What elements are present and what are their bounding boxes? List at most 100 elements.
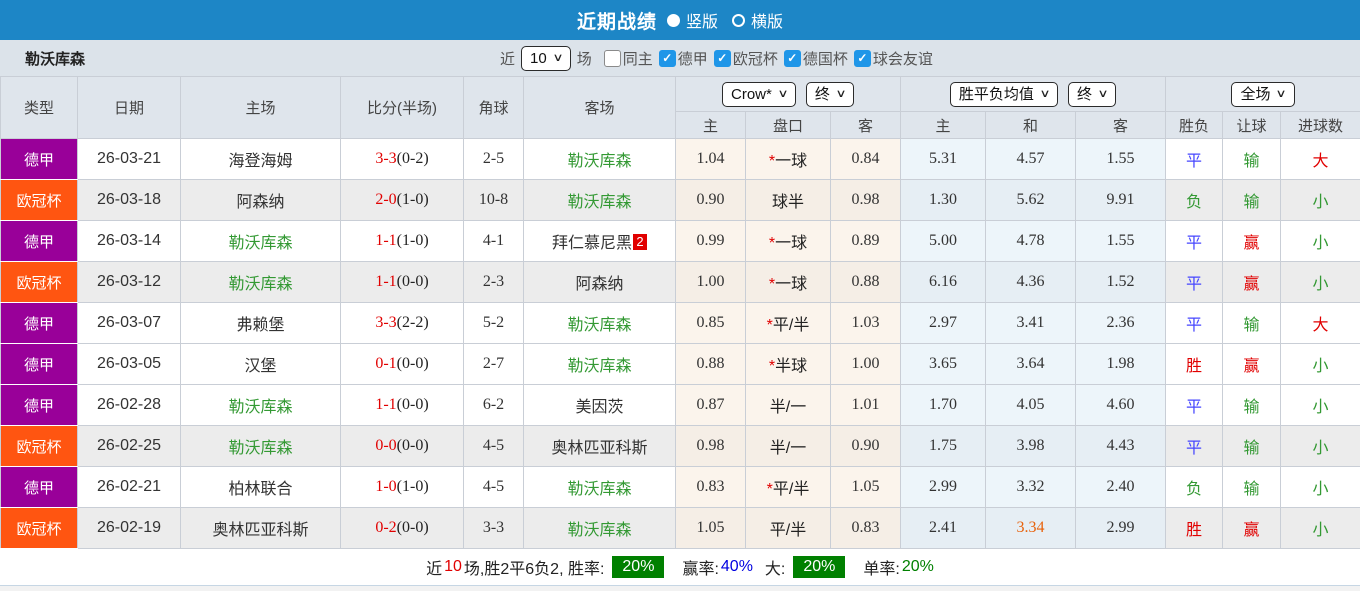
filter-checkbox[interactable]: 同主 [603, 48, 653, 69]
score-fulltime: 1-1 [375, 396, 397, 413]
cell-outcome: 平 [1165, 302, 1223, 344]
checkbox-label: 德甲 [677, 50, 708, 68]
away-team-name: 勒沃库森 [567, 522, 632, 539]
col-header-date: 日期 [77, 76, 181, 139]
handicap-text: 平/半 [769, 522, 807, 539]
cell-type: 欧冠杯 [0, 179, 78, 221]
filter-checkbox[interactable]: ✓ 德甲 [658, 48, 708, 69]
select-value: 胜平负均值 [958, 85, 1034, 103]
handicap-text: 平/半 [772, 481, 810, 498]
cell-goals-result: 小 [1280, 425, 1360, 467]
cell-away-team: 勒沃库森 [523, 507, 676, 549]
cell-avg-draw: 5.62 [985, 179, 1076, 221]
cell-score: 3-3(2-2) [340, 302, 464, 344]
handicap-text: 半球 [775, 358, 808, 375]
away-team-name: 勒沃库森 [567, 317, 632, 334]
cell-avg-draw: 3.64 [985, 343, 1076, 385]
cell-odds-home: 0.88 [675, 343, 746, 385]
checkbox-icon[interactable]: ✓ [853, 49, 871, 67]
cell-outcome: 负 [1165, 466, 1223, 508]
scope-select[interactable]: 全场 ∨ [1231, 81, 1295, 107]
sub-header-handicap: 盘口 [745, 111, 831, 139]
cell-avg-away: 2.36 [1075, 302, 1166, 344]
cell-type: 欧冠杯 [0, 425, 78, 467]
cell-away-team: 阿森纳 [523, 261, 676, 303]
col-header-home: 主场 [180, 76, 341, 139]
checkbox-icon[interactable]: ✓ [658, 49, 676, 67]
score-halftime: (0-0) [396, 396, 429, 413]
cell-avg-home: 3.65 [900, 343, 986, 385]
cell-avg-draw: 4.36 [985, 261, 1076, 303]
cell-outcome: 平 [1165, 261, 1223, 303]
cell-avg-away: 1.55 [1075, 138, 1166, 180]
away-team-name: 阿森纳 [575, 276, 624, 293]
cell-date: 26-03-21 [77, 138, 181, 180]
cell-date: 26-02-19 [77, 507, 181, 549]
filter-checkbox[interactable]: ✓ 欧冠杯 [713, 48, 778, 69]
version-radio[interactable]: 竖版 [666, 8, 718, 32]
games-count-select[interactable]: 10 ∨ [521, 45, 571, 71]
star-icon: * [768, 153, 776, 170]
table-row: 德甲 26-03-21 海登海姆 3-3(0-2) 2-5 勒沃库森 1.04 *一球 0.84… [0, 138, 1360, 180]
score-fulltime: 3-3 [375, 150, 397, 167]
cell-score: 1-1(0-0) [340, 384, 464, 426]
radio-icon[interactable] [732, 13, 745, 27]
cell-home-team: 汉堡 [180, 343, 341, 385]
cell-odds-away: 1.00 [830, 343, 901, 385]
cell-outcome: 负 [1165, 179, 1223, 221]
table-row: 德甲 26-03-07 弗赖堡 3-3(2-2) 5-2 勒沃库森 0.85 *平/半 1.03… [0, 302, 1360, 344]
table-row: 欧冠杯 26-02-25 勒沃库森 0-0(0-0) 4-5 奥林匹亚科斯 0.98 半/一 0… [0, 425, 1360, 467]
cell-handicap: *一球 [745, 261, 831, 303]
cell-odds-away: 1.05 [830, 466, 901, 508]
cell-goals-result: 小 [1280, 220, 1360, 262]
cell-odds-home: 0.98 [675, 425, 746, 467]
cell-odds-home: 0.85 [675, 302, 746, 344]
radio-icon[interactable] [666, 13, 680, 27]
cell-avg-draw: 4.57 [985, 138, 1076, 180]
score-halftime: (2-2) [396, 314, 429, 331]
bottom-divider [0, 585, 1360, 591]
cell-avg-home: 5.31 [900, 138, 986, 180]
cell-score: 2-0(1-0) [340, 179, 464, 221]
summary-single-pct: 20% [901, 558, 934, 575]
cell-handicap: *一球 [745, 220, 831, 262]
filter-checkbox[interactable]: ✓ 德国杯 [783, 48, 848, 69]
avg-state-select[interactable]: 终 ∨ [1068, 81, 1117, 107]
cell-odds-home: 0.87 [675, 384, 746, 426]
table-row: 德甲 26-03-05 汉堡 0-1(0-0) 2-7 勒沃库森 0.88 *半球 1.00 3.… [0, 343, 1360, 385]
cell-handicap: 球半 [745, 179, 831, 221]
cell-home-team: 海登海姆 [180, 138, 341, 180]
away-team-name: 美因茨 [575, 399, 624, 416]
select-value: 10 [530, 49, 547, 67]
odds-source-select[interactable]: Crow* ∨ [722, 81, 796, 107]
filter-checkbox[interactable]: ✓ 球会友谊 [853, 48, 933, 69]
cell-odds-home: 1.00 [675, 261, 746, 303]
score-fulltime: 1-1 [375, 273, 397, 290]
cell-avg-away: 4.60 [1075, 384, 1166, 426]
cell-corner: 10-8 [463, 179, 524, 221]
cell-corner: 2-3 [463, 261, 524, 303]
cell-away-team: 勒沃库森 [523, 138, 676, 180]
version-radio[interactable]: 横版 [732, 8, 783, 32]
cell-date: 26-02-21 [77, 466, 181, 508]
checkbox-icon[interactable] [603, 49, 621, 67]
cell-corner: 6-2 [463, 384, 524, 426]
cell-odds-away: 0.88 [830, 261, 901, 303]
star-icon: * [768, 235, 776, 252]
cell-spread-result: 输 [1222, 302, 1281, 344]
cell-date: 26-03-12 [77, 261, 181, 303]
avg-type-select[interactable]: 胜平负均值 ∨ [949, 81, 1058, 107]
away-team-name: 勒沃库森 [567, 153, 632, 170]
checkbox-icon[interactable]: ✓ [783, 49, 801, 67]
col-header-corner: 角球 [463, 76, 524, 139]
checkbox-icon[interactable]: ✓ [713, 49, 731, 67]
away-team-name: 勒沃库森 [567, 358, 632, 375]
cell-goals-result: 小 [1280, 466, 1360, 508]
radio-label: 竖版 [685, 14, 718, 31]
col-header-score: 比分(半场) [340, 76, 464, 139]
cell-odds-away: 1.03 [830, 302, 901, 344]
odds-state-select[interactable]: 终 ∨ [805, 81, 854, 107]
table-row: 欧冠杯 26-03-12 勒沃库森 1-1(0-0) 2-3 阿森纳 1.00 *一球 0.88… [0, 261, 1360, 303]
cell-avg-home: 2.99 [900, 466, 986, 508]
results-tbody: 德甲 26-03-21 海登海姆 3-3(0-2) 2-5 勒沃库森 1.04 *一球 0.84… [0, 138, 1360, 549]
